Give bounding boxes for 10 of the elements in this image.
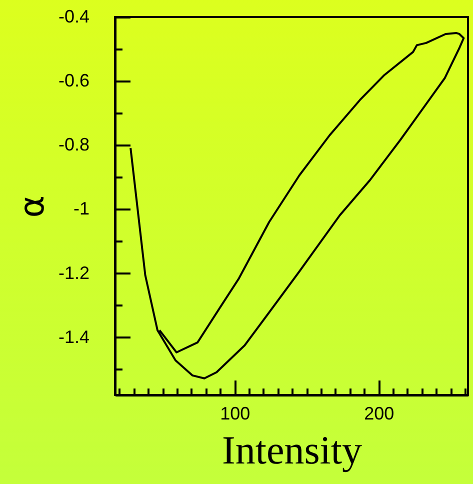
y-tick-label: -0.8 [58, 134, 90, 155]
x-tick-label: 100 [220, 404, 250, 424]
y-tick-label: -1 [73, 198, 90, 219]
y-axis-title: α [12, 195, 52, 218]
y-tick-label: -1.2 [58, 262, 90, 283]
y-tick-label: -0.6 [58, 70, 90, 91]
x-axis-title: Intensity [222, 428, 362, 472]
y-tick-label: -1.4 [58, 326, 90, 347]
x-tick-label: 200 [364, 404, 394, 424]
y-tick-label: -0.4 [58, 6, 90, 26]
